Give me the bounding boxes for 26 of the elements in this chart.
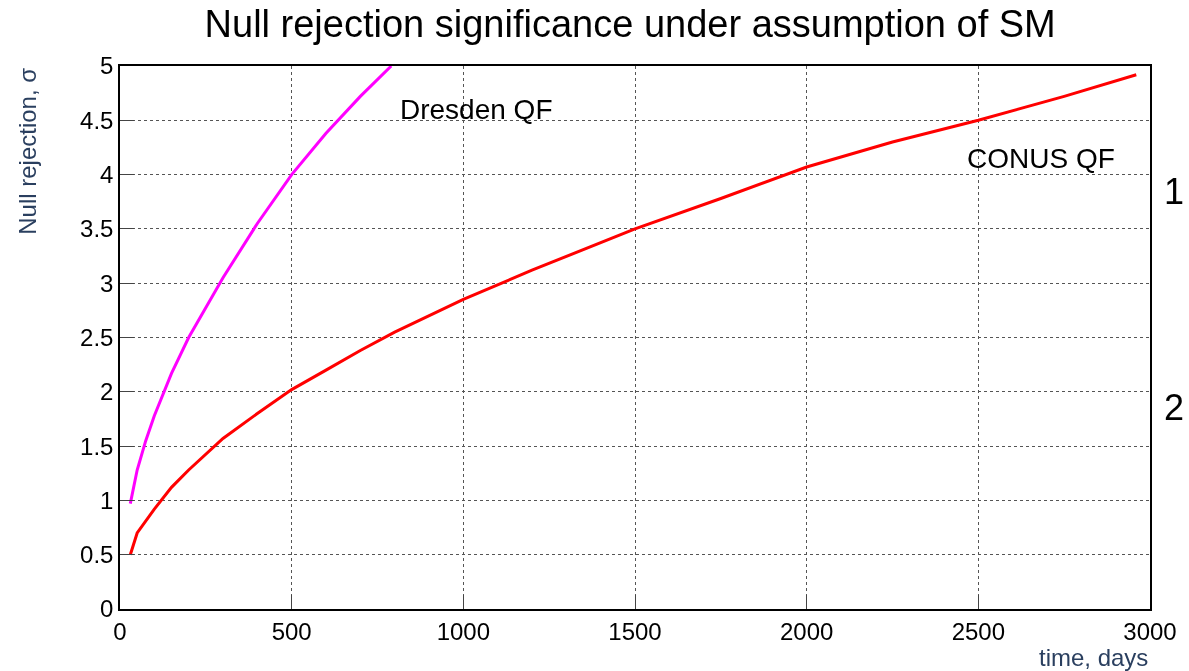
line-series (128, 66, 393, 506)
text: 2 (1164, 387, 1185, 428)
y-tick-label: 0 (100, 595, 114, 623)
y-tick-label: 2.5 (80, 323, 114, 351)
x-tick-label: 500 (271, 617, 312, 645)
y-tick-label: 4.5 (80, 106, 114, 134)
y-tick-label: 2 (100, 378, 114, 406)
chart-title: Null rejection significance under assumption of SM (204, 2, 1056, 45)
x-tick-label: 1000 (436, 617, 491, 645)
y-tick-label: 1 (100, 486, 114, 514)
y-tick-label: 3 (100, 269, 114, 297)
x-tick-label: 1500 (608, 617, 662, 645)
x-tick-label: 2000 (779, 617, 834, 645)
series-label: Dresden QF (400, 94, 553, 125)
line-series (128, 73, 1138, 557)
y-tick-label: 0.5 (80, 541, 114, 569)
y-tick-label: 1.5 (80, 432, 114, 460)
y-tick-label: 3.5 (80, 215, 114, 243)
x-axis-title: time, days (1039, 644, 1149, 671)
y-tick-label: 5 (100, 52, 114, 80)
x-tick-label: 3000 (1123, 617, 1177, 645)
y-tick-label: 4 (100, 161, 114, 188)
x-tick-label: 2500 (951, 617, 1006, 645)
text: 1 (1164, 171, 1185, 212)
y-axis-title: Null rejection, σ (13, 67, 41, 235)
series-label: CONUS QF (967, 143, 1115, 174)
